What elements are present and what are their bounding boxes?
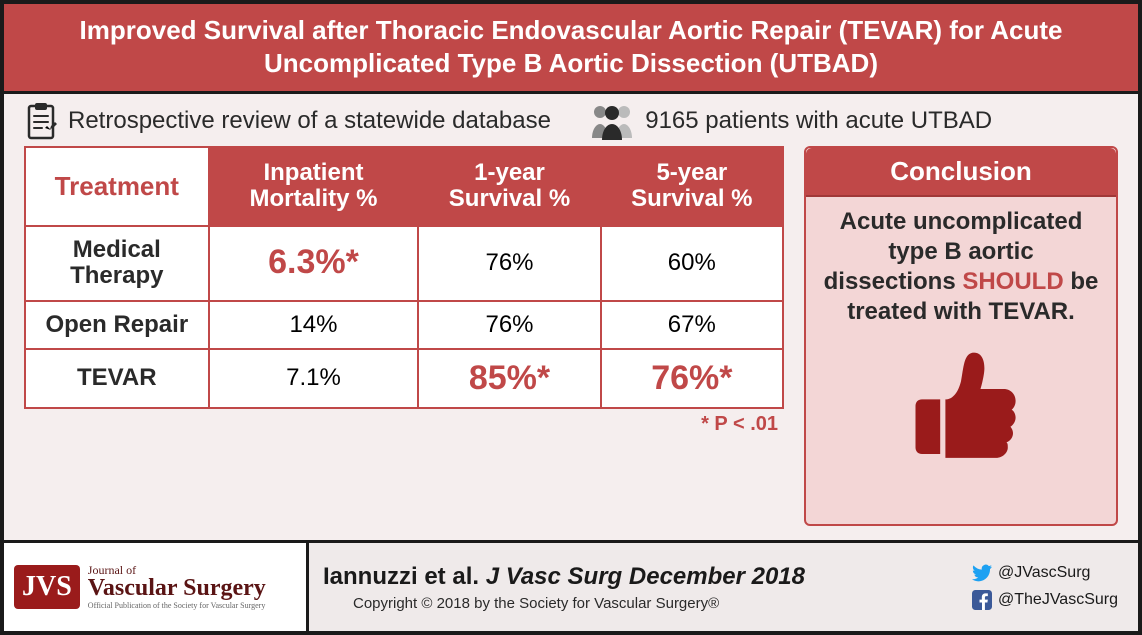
thumbs-up-icon xyxy=(896,337,1026,467)
row-label: Open Repair xyxy=(25,301,209,349)
table-row: Medical Therapy 6.3%* 76% 60% xyxy=(25,226,783,301)
cell: 85%* xyxy=(418,349,600,408)
row-label: TEVAR xyxy=(25,349,209,408)
results-table: Treatment Inpatient Mortality % 1-year S… xyxy=(24,146,784,409)
twitter-handle: @JVascSurg xyxy=(972,564,1118,582)
conclusion-panel: Conclusion Acute uncomplicated type B ao… xyxy=(804,146,1118,526)
cell: 14% xyxy=(209,301,419,349)
jvs-line2: Vascular Surgery xyxy=(88,576,266,600)
facebook-icon xyxy=(972,590,992,610)
citation-author: Iannuzzi et al. xyxy=(323,563,486,590)
patient-count-text: 9165 patients with acute UTBAD xyxy=(645,107,992,135)
social-links: @JVascSurg @TheJVascSurg xyxy=(972,564,1138,610)
row-label: Medical Therapy xyxy=(25,226,209,301)
table-row: Open Repair 14% 76% 67% xyxy=(25,301,783,349)
cell: 67% xyxy=(601,301,783,349)
jvs-logo-text: Journal of Vascular Surgery Official Pub… xyxy=(88,564,266,610)
jvs-line3: Official Publication of the Society for … xyxy=(88,602,266,610)
facebook-text: @TheJVascSurg xyxy=(998,591,1118,609)
twitter-text: @JVascSurg xyxy=(998,564,1090,582)
study-type-text: Retrospective review of a statewide data… xyxy=(68,107,551,135)
study-type: Retrospective review of a statewide data… xyxy=(24,102,579,140)
clipboard-icon xyxy=(24,102,58,140)
col-header-mortality: Inpatient Mortality % xyxy=(209,147,419,226)
footer: JVS Journal of Vascular Surgery Official… xyxy=(4,540,1138,631)
col-header-5yr: 5-year Survival % xyxy=(601,147,783,226)
page-title: Improved Survival after Thoracic Endovas… xyxy=(4,4,1138,94)
twitter-icon xyxy=(972,564,992,582)
results-table-wrap: Treatment Inpatient Mortality % 1-year S… xyxy=(24,146,784,526)
patient-count: 9165 patients with acute UTBAD xyxy=(589,102,1118,140)
citation: Iannuzzi et al. J Vasc Surg December 201… xyxy=(323,563,958,591)
subtitle-row: Retrospective review of a statewide data… xyxy=(4,94,1138,146)
table-row: TEVAR 7.1% 85%* 76%* xyxy=(25,349,783,408)
jvs-badge: JVS xyxy=(14,565,80,609)
conclusion-header: Conclusion xyxy=(806,148,1116,197)
conclusion-emphasis: SHOULD xyxy=(962,268,1063,295)
p-value-footnote: * P < .01 xyxy=(24,409,784,436)
col-header-1yr: 1-year Survival % xyxy=(418,147,600,226)
citation-journal: J Vasc Surg December 2018 xyxy=(486,563,805,590)
cell: 7.1% xyxy=(209,349,419,408)
jvs-logo: JVS Journal of Vascular Surgery Official… xyxy=(4,543,309,631)
cell: 76%* xyxy=(601,349,783,408)
cell: 76% xyxy=(418,226,600,301)
footer-citation-block: Iannuzzi et al. J Vasc Surg December 201… xyxy=(309,555,972,620)
conclusion-text: Acute uncomplicated type B aortic dissec… xyxy=(820,207,1102,327)
cell: 76% xyxy=(418,301,600,349)
copyright: Copyright © 2018 by the Society for Vasc… xyxy=(323,595,958,612)
cell: 60% xyxy=(601,226,783,301)
people-icon xyxy=(589,102,635,140)
facebook-handle: @TheJVascSurg xyxy=(972,590,1118,610)
cell: 6.3%* xyxy=(209,226,419,301)
col-header-treatment: Treatment xyxy=(25,147,209,226)
